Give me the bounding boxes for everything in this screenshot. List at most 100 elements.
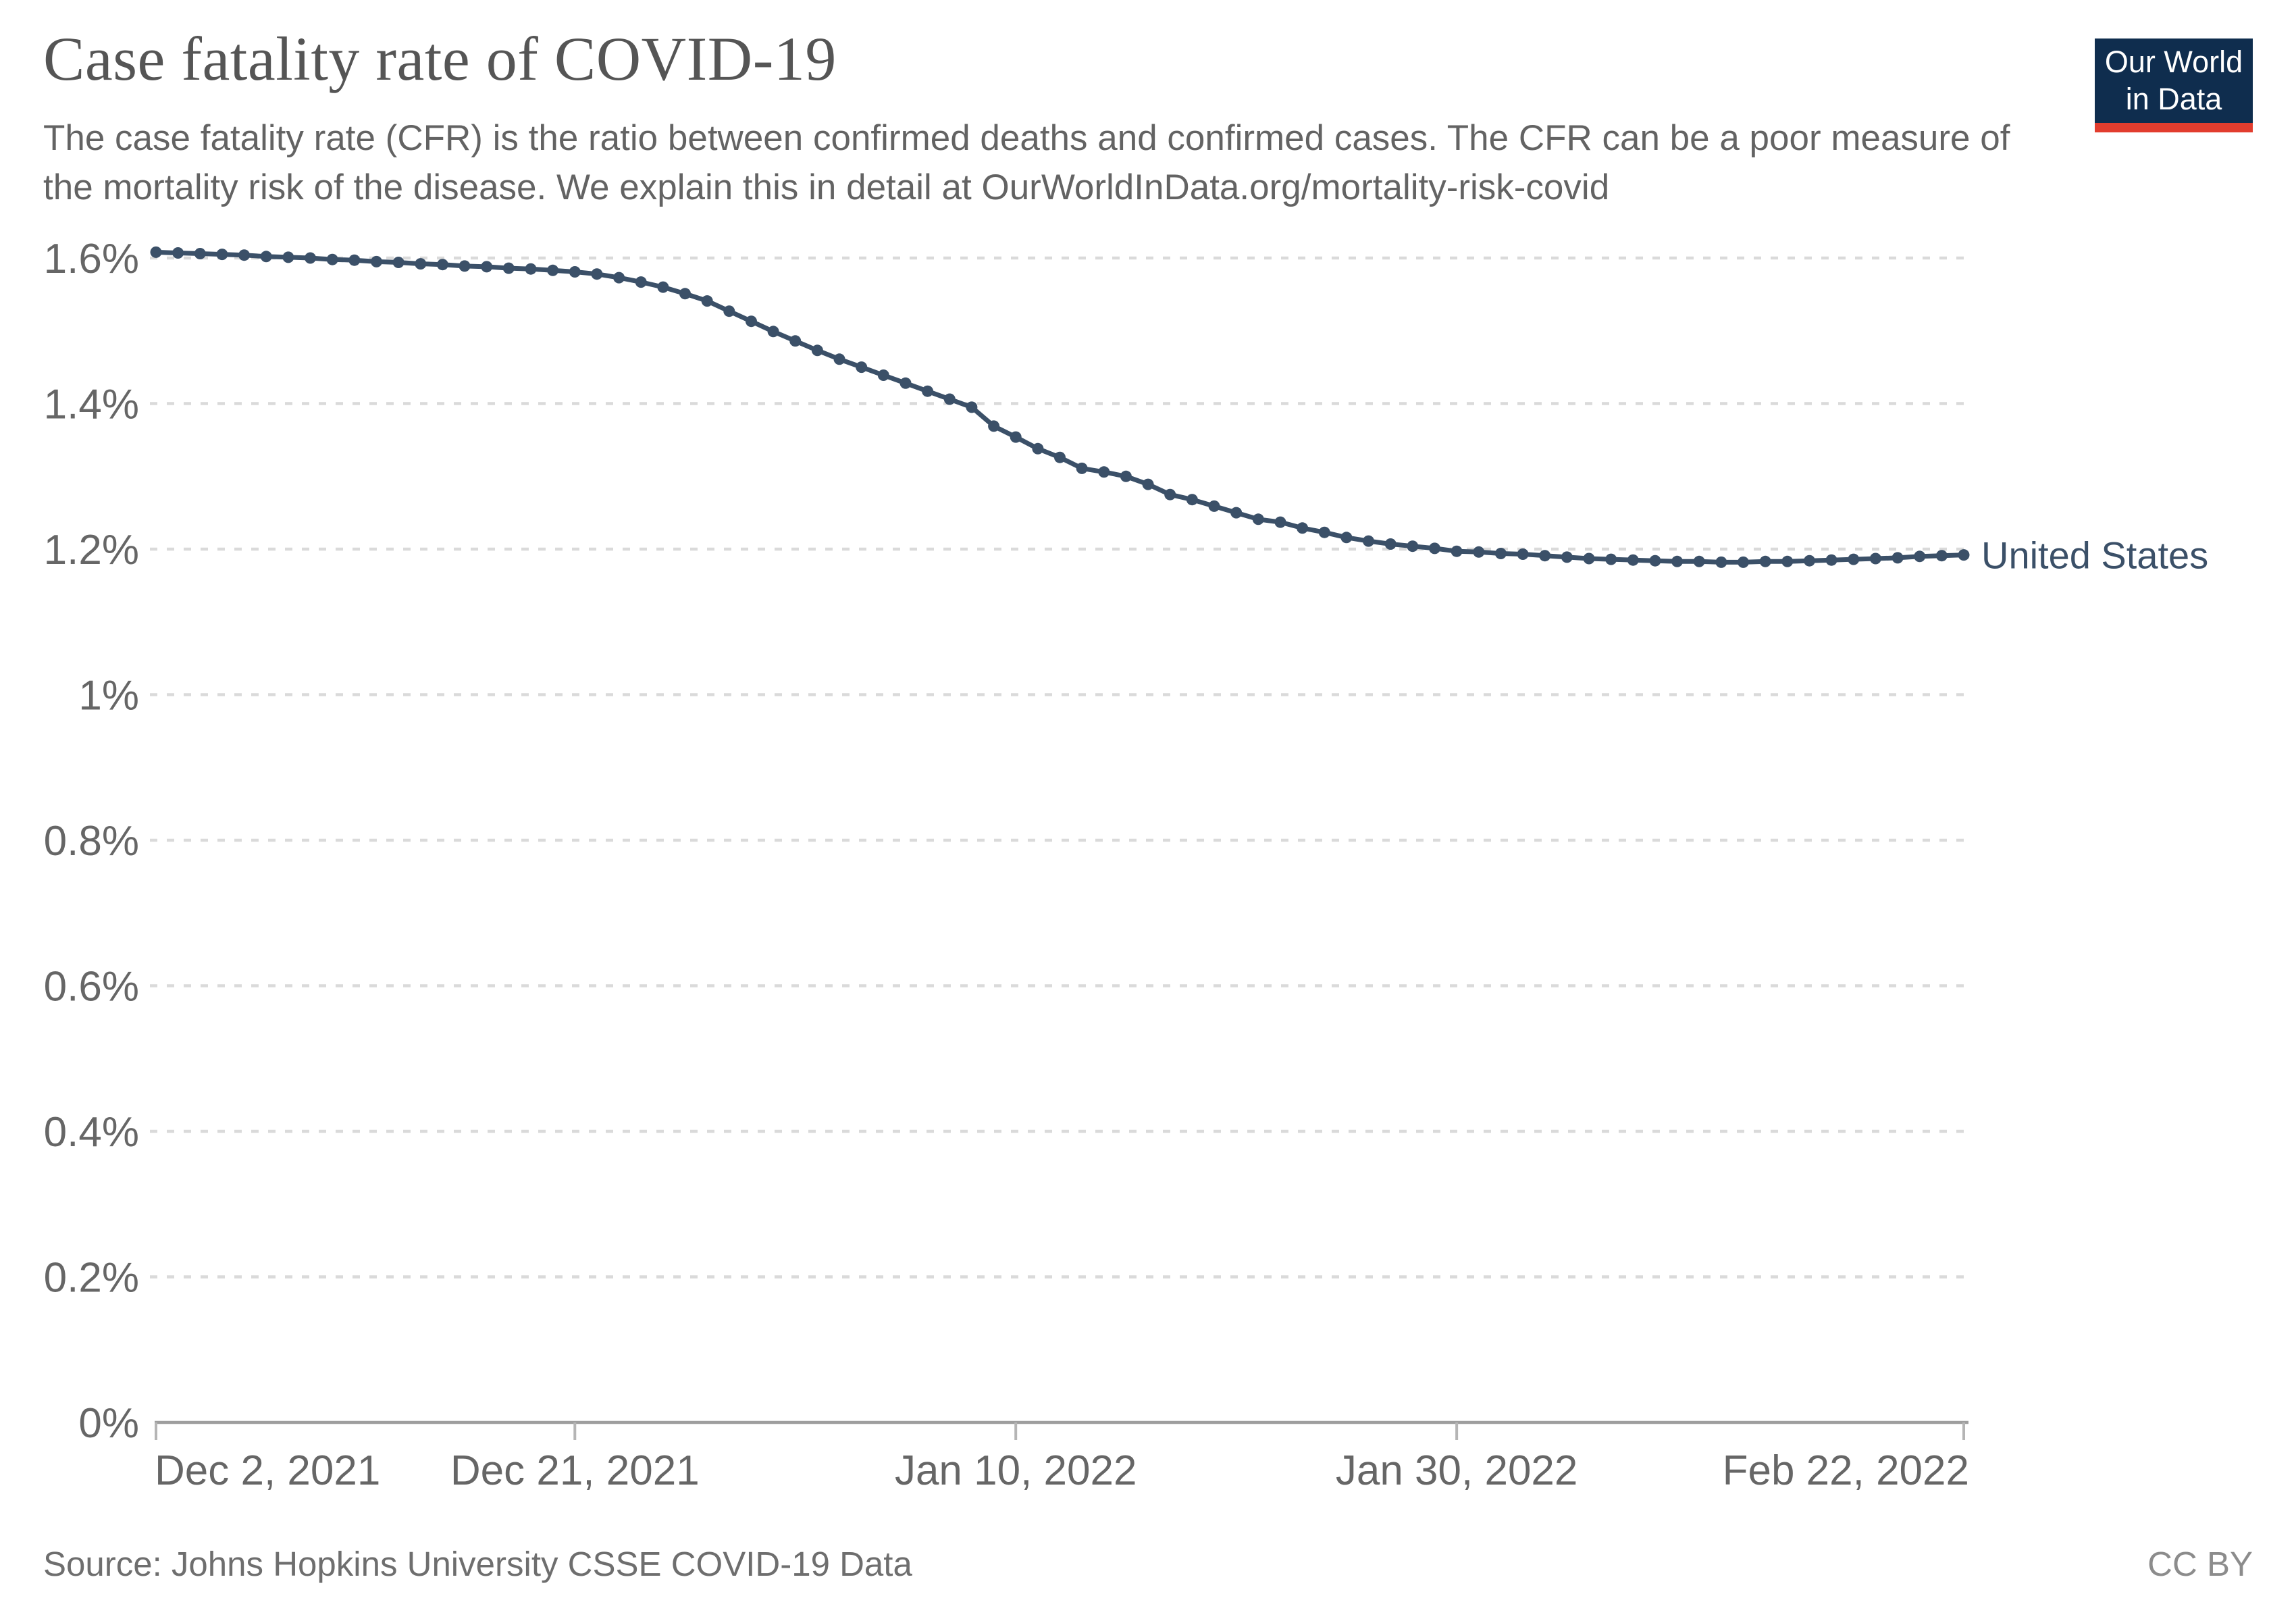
data-point xyxy=(1627,554,1639,566)
data-point xyxy=(547,264,559,276)
y-axis-tick-label: 0.2% xyxy=(44,1255,139,1302)
data-point xyxy=(1274,516,1286,528)
data-line-united-states xyxy=(153,249,1966,565)
owid-logo-text: Our World in Data xyxy=(2105,44,2243,118)
data-point xyxy=(1935,550,1948,562)
data-point xyxy=(591,268,603,280)
data-point xyxy=(1914,550,1926,563)
data-point xyxy=(1252,513,1264,525)
x-axis-tick-label: Dec 21, 2021 xyxy=(450,1447,700,1494)
data-point xyxy=(1054,451,1066,463)
data-point xyxy=(1848,553,1860,565)
data-point xyxy=(1517,548,1529,560)
data-point xyxy=(679,288,691,300)
data-point xyxy=(635,276,647,288)
data-point xyxy=(746,315,757,328)
data-point xyxy=(1804,555,1815,567)
data-point xyxy=(1738,556,1749,568)
data-point xyxy=(1076,462,1088,474)
data-point xyxy=(459,260,471,272)
data-point xyxy=(436,259,448,271)
y-axis-tick-label: 0% xyxy=(78,1400,139,1447)
data-point xyxy=(723,305,735,317)
data-point xyxy=(415,258,427,270)
x-axis-tick-label: Feb 22, 2022 xyxy=(1723,1447,1969,1494)
data-point xyxy=(348,254,361,266)
data-point xyxy=(1451,545,1463,557)
data-point xyxy=(1494,548,1507,559)
x-axis-tick-label: Jan 30, 2022 xyxy=(1336,1447,1578,1494)
data-point xyxy=(1693,555,1705,567)
y-axis-tick-label: 0.8% xyxy=(44,818,139,865)
data-point xyxy=(282,251,294,263)
data-point xyxy=(1561,551,1573,563)
data-point xyxy=(767,326,779,338)
data-point xyxy=(1384,538,1397,550)
y-axis-tick-label: 0.4% xyxy=(44,1109,139,1156)
data-point xyxy=(216,249,228,261)
data-point xyxy=(1605,553,1617,565)
data-point xyxy=(150,246,162,258)
data-point xyxy=(943,393,956,405)
data-point xyxy=(1407,540,1419,552)
data-point xyxy=(1098,466,1110,478)
data-point xyxy=(1142,478,1154,490)
data-point xyxy=(966,401,978,413)
data-point xyxy=(856,361,868,374)
data-point xyxy=(1649,555,1661,567)
data-point xyxy=(481,261,493,273)
data-point xyxy=(1120,470,1132,482)
data-point xyxy=(238,249,251,261)
data-point xyxy=(326,253,338,265)
data-point xyxy=(371,255,382,267)
data-point xyxy=(1539,550,1551,562)
data-point xyxy=(922,385,934,397)
data-point xyxy=(1230,507,1243,519)
chart-subtitle: The case fatality rate (CFR) is the rati… xyxy=(43,118,2010,208)
data-point xyxy=(657,281,669,293)
data-point xyxy=(833,353,845,365)
data-point xyxy=(1671,555,1684,567)
data-point xyxy=(1583,552,1595,565)
data-point xyxy=(1186,494,1198,506)
data-point xyxy=(1164,488,1176,500)
data-point xyxy=(502,262,515,274)
x-axis-tick-label: Dec 2, 2021 xyxy=(155,1447,380,1494)
data-point xyxy=(525,263,537,275)
data-point xyxy=(613,272,625,284)
data-point xyxy=(701,295,713,307)
series-label-united-states: United States xyxy=(1981,534,2208,577)
page-title: Case fatality rate of COVID-19 xyxy=(43,24,837,93)
y-axis-tick-label: 0.6% xyxy=(44,964,139,1010)
data-point xyxy=(1363,535,1374,547)
x-axis-tick-label: Jan 10, 2022 xyxy=(895,1447,1137,1494)
data-point xyxy=(1869,552,1881,565)
data-point xyxy=(988,420,1000,432)
data-point xyxy=(1010,431,1022,443)
data-point xyxy=(1781,555,1794,567)
data-point xyxy=(1759,555,1771,567)
data-point xyxy=(1825,554,1837,566)
data-point xyxy=(1032,442,1044,455)
license-badge: CC BY xyxy=(2147,1545,2253,1583)
data-point xyxy=(1473,546,1485,558)
y-axis-tick-label: 1.4% xyxy=(44,382,139,428)
data-point xyxy=(1715,556,1727,568)
y-axis-tick-label: 1.6% xyxy=(44,236,139,282)
data-point xyxy=(789,335,802,347)
data-point xyxy=(1318,526,1330,538)
data-point xyxy=(899,377,912,389)
y-axis-tick-label: 1% xyxy=(78,673,139,719)
data-point xyxy=(1297,522,1309,534)
data-point xyxy=(877,369,889,381)
data-point xyxy=(194,248,206,259)
data-point xyxy=(1429,542,1440,555)
data-point xyxy=(260,251,272,263)
data-point xyxy=(305,252,316,264)
data-point xyxy=(811,344,823,357)
y-axis-tick-label: 1.2% xyxy=(44,527,139,573)
data-point xyxy=(1891,552,1904,564)
data-point xyxy=(569,266,581,278)
